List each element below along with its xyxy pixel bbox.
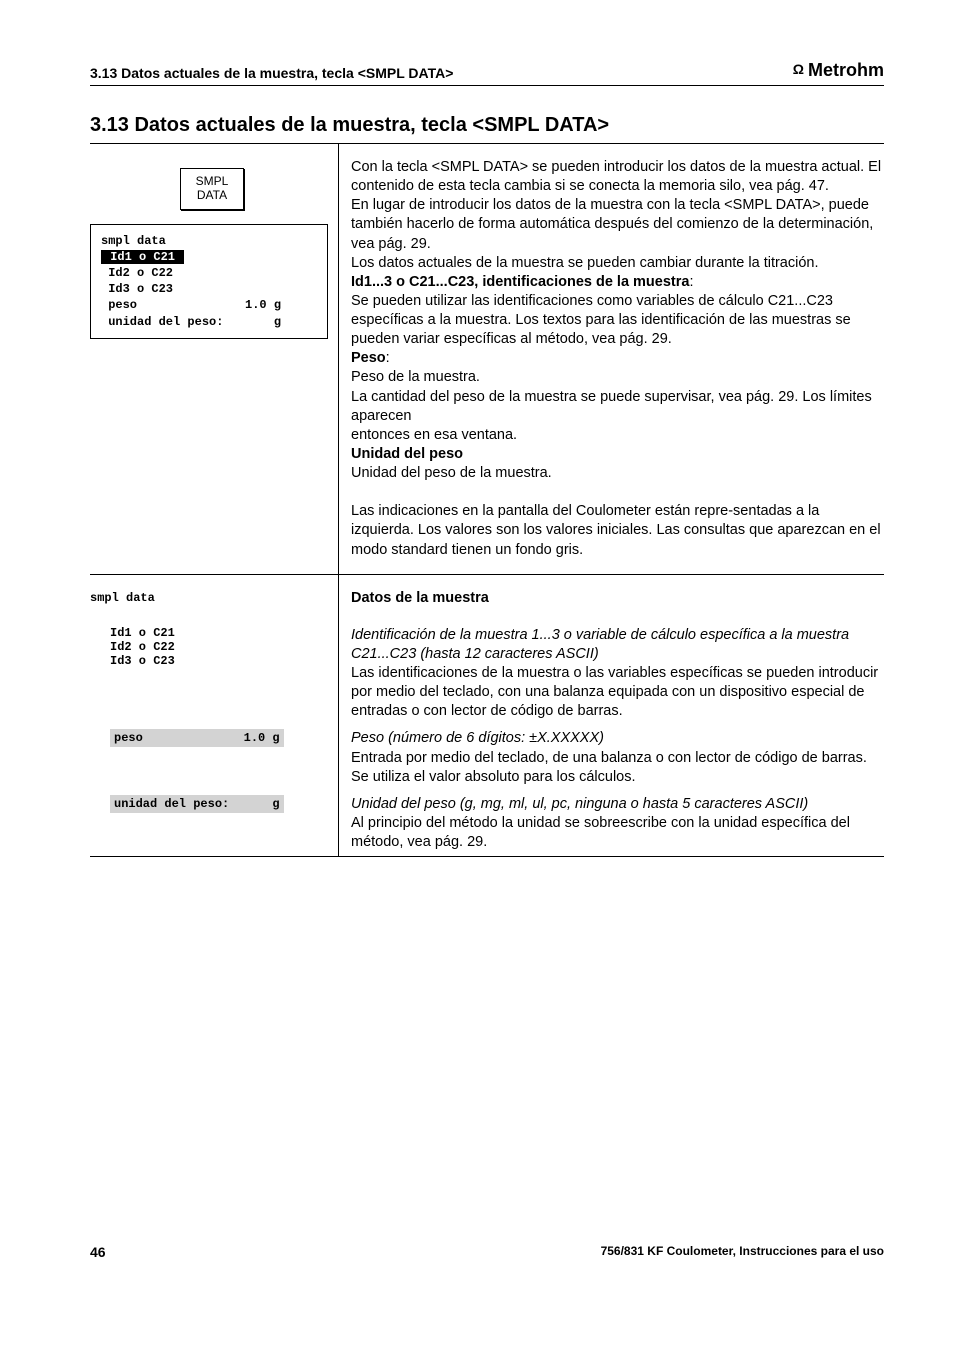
intro-t2a: Peso de la muestra.	[351, 368, 884, 387]
datos-heading: Datos de la muestra	[351, 590, 489, 606]
id-left: Id1 o C21 Id2 o C22 Id3 o C23	[90, 622, 339, 726]
unidad-ital: Unidad del peso (g, mg, ml, ul, pc, ning…	[351, 795, 884, 814]
ohm-icon: Ω	[793, 61, 804, 77]
unidad-left: unidad del peso: g	[90, 791, 339, 856]
id-ital: Identificación de la muestra 1...3 o var…	[351, 626, 884, 664]
running-header: 3.13 Datos actuales de la muestra, tecla…	[90, 65, 453, 81]
section-title: 3.13 Datos actuales de la muestra, tecla…	[90, 114, 884, 137]
intro-h1: Id1...3 o C21...C23, identificaciones de…	[351, 274, 689, 290]
sl3: Id2 o C22	[101, 266, 173, 280]
smpl-line1: SMPL	[181, 175, 243, 189]
brand-logo: Ω Metrohm	[793, 60, 884, 81]
intro-t2c: entonces en esa ventana.	[351, 426, 884, 445]
intro-p1a: Con la tecla <SMPL DATA> se pueden intro…	[351, 158, 884, 196]
id-row: Id1 o C21 Id2 o C22 Id3 o C23 Identifica…	[90, 622, 884, 726]
datos-left: smpl data	[90, 575, 339, 622]
id-right: Identificación de la muestra 1...3 o var…	[339, 622, 884, 726]
doc-title-footer: 756/831 KF Coulometer, Instrucciones par…	[601, 1244, 884, 1260]
peso-right: Peso (número de 6 dígitos: ±X.XXXXX) Ent…	[339, 725, 884, 790]
page-footer: 46 756/831 KF Coulometer, Instrucciones …	[90, 1244, 884, 1260]
id-l1: Id1 o C21	[110, 626, 328, 640]
brand-text: Metrohm	[808, 60, 884, 81]
page-number: 46	[90, 1244, 106, 1260]
datos-row: smpl data Datos de la muestra	[90, 574, 884, 622]
sl4: Id3 o C23	[101, 282, 173, 296]
peso-left: peso 1.0 g	[90, 725, 339, 790]
unidad-row: unidad del peso: g Unidad del peso (g, m…	[90, 791, 884, 857]
intro-left: SMPL DATA smpl data Id1 o C21 Id2 o C22 …	[90, 144, 339, 574]
id-l2: Id2 o C22	[110, 640, 328, 654]
sl1: smpl data	[101, 234, 166, 248]
peso-row: peso 1.0 g Peso (número de 6 dígitos: ±X…	[90, 725, 884, 790]
intro-t1: Se pueden utilizar las identificaciones …	[351, 292, 884, 349]
smpl-line2: DATA	[181, 189, 243, 203]
datos-right: Datos de la muestra	[339, 575, 884, 622]
id-body: Las identificaciones de la muestra o las…	[351, 664, 884, 721]
screen-display: smpl data Id1 o C21 Id2 o C22 Id3 o C23 …	[90, 224, 328, 339]
id-l3: Id3 o C23	[110, 654, 328, 668]
intro-p2: Las indicaciones en la pantalla del Coul…	[351, 502, 884, 559]
intro-h3: Unidad del peso	[351, 445, 884, 464]
intro-h2: Peso	[351, 350, 386, 366]
sl6: unidad del peso: g	[101, 315, 281, 329]
intro-p1c: Los datos actuales de la muestra se pued…	[351, 254, 884, 273]
page-header: 3.13 Datos actuales de la muestra, tecla…	[90, 60, 884, 86]
intro-row: SMPL DATA smpl data Id1 o C21 Id2 o C22 …	[90, 143, 884, 574]
peso-ital: Peso (número de 6 dígitos: ±X.XXXXX)	[351, 729, 884, 748]
intro-right: Con la tecla <SMPL DATA> se pueden intro…	[339, 144, 884, 574]
datos-left-label: smpl data	[90, 591, 155, 605]
unidad-right: Unidad del peso (g, mg, ml, ul, pc, ning…	[339, 791, 884, 856]
sl5: peso 1.0 g	[101, 298, 281, 312]
intro-t2b: La cantidad del peso de la muestra se pu…	[351, 388, 884, 426]
unidad-body: Al principio del método la unidad se sob…	[351, 814, 884, 852]
peso-left-label: peso 1.0 g	[110, 729, 284, 747]
peso-body: Entrada por medio del teclado, de una ba…	[351, 749, 884, 787]
sl2: Id1 o C21	[101, 250, 184, 264]
unidad-left-label: unidad del peso: g	[110, 795, 284, 813]
intro-t3: Unidad del peso de la muestra.	[351, 464, 884, 483]
smpl-data-key: SMPL DATA	[180, 168, 244, 210]
intro-p1b: En lugar de introducir los datos de la m…	[351, 196, 884, 253]
